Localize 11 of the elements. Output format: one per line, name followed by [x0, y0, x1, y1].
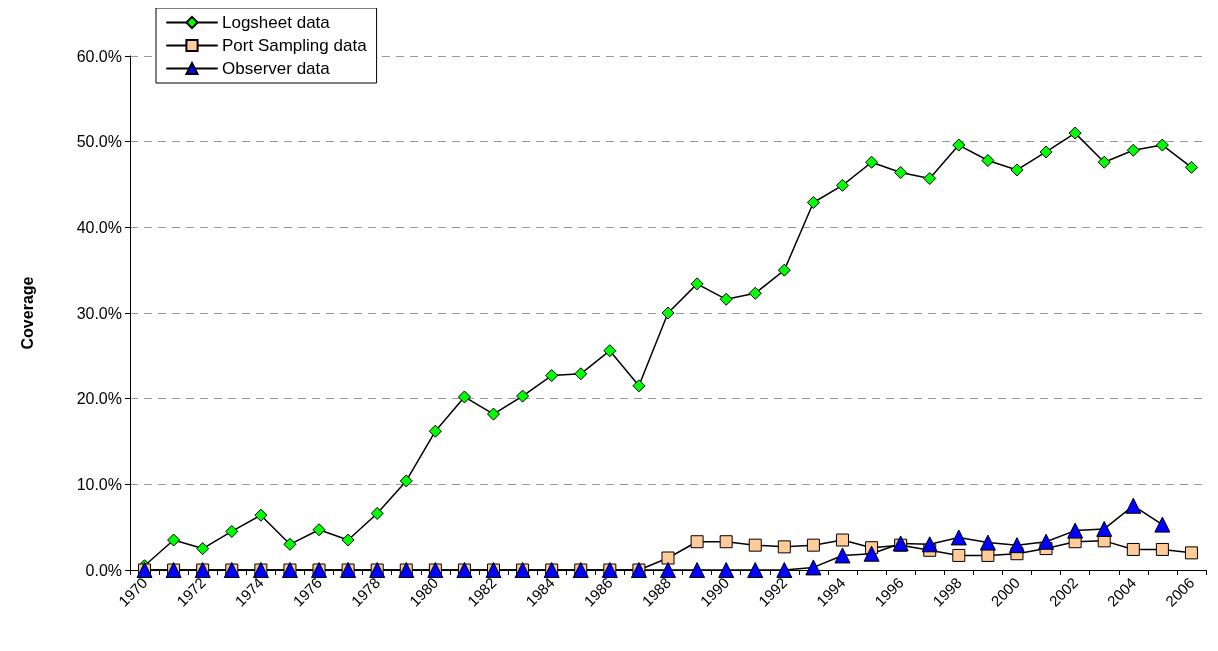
- y-tick-label: 50.0%: [76, 133, 122, 151]
- y-tick-label: 10.0%: [76, 475, 122, 493]
- legend-label: Observer data: [222, 59, 331, 78]
- y-tick-label: 30.0%: [76, 304, 122, 322]
- y-tick-label: 0.0%: [85, 561, 122, 579]
- y-tick-label: 60.0%: [76, 47, 122, 65]
- y-axis-title: Coverage: [18, 276, 36, 350]
- legend-label: Logsheet data: [222, 13, 331, 32]
- y-tick-label: 20.0%: [76, 390, 122, 408]
- legend-label: Port Sampling data: [222, 36, 368, 55]
- y-tick-label: 40.0%: [76, 218, 122, 236]
